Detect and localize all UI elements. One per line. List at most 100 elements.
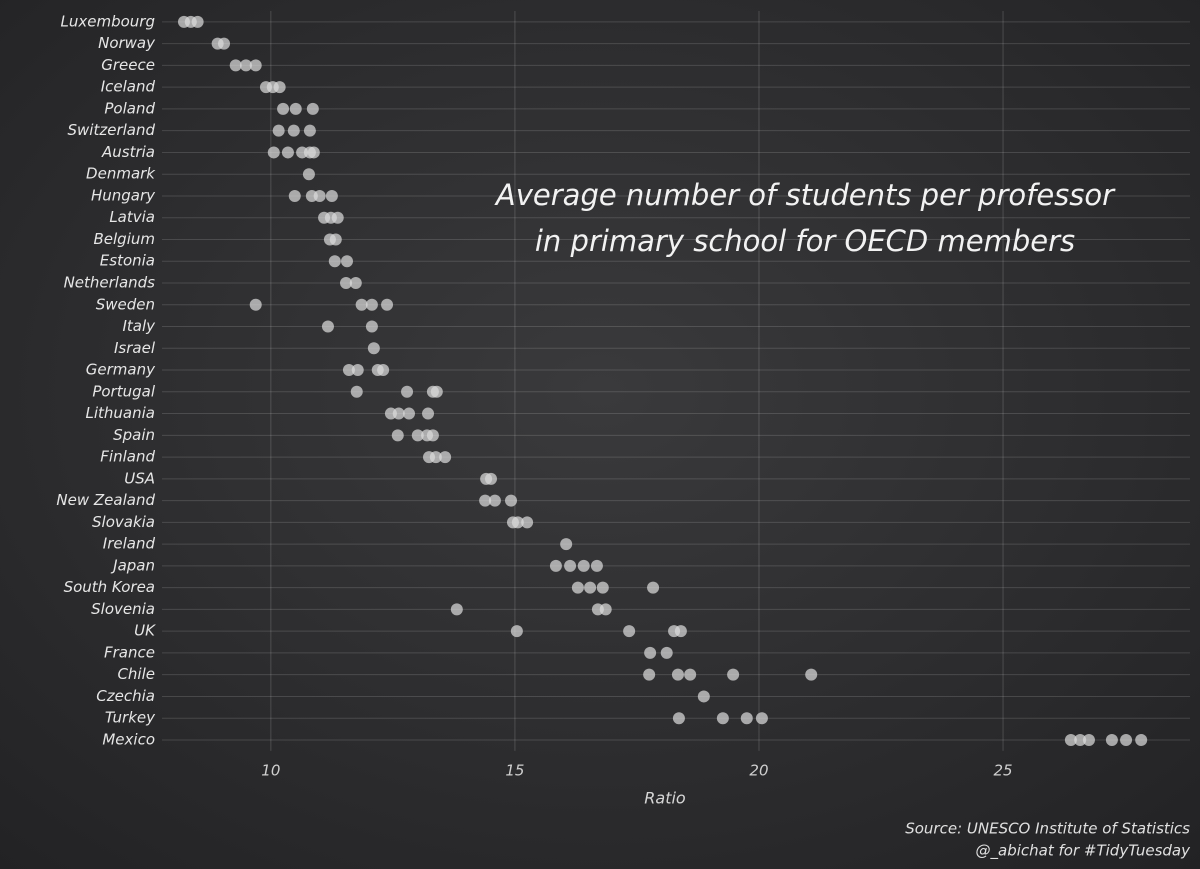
y-tick-label: Latvia — [109, 208, 155, 226]
dot — [401, 385, 414, 398]
y-tick-label: Turkey — [105, 709, 156, 727]
dot — [571, 581, 584, 594]
y-tick-label: Japan — [110, 556, 155, 574]
dot — [287, 124, 300, 137]
dot — [325, 189, 338, 202]
dot — [349, 277, 362, 289]
dot — [672, 712, 685, 725]
y-tick-label: Germany — [86, 361, 156, 379]
dot — [249, 298, 262, 311]
dot — [249, 59, 262, 72]
dot — [341, 255, 354, 268]
dot — [303, 124, 316, 137]
dot — [647, 581, 660, 594]
y-tick-label: France — [104, 643, 155, 661]
chart-title: Average number of students per professor — [494, 178, 1116, 212]
dot — [355, 298, 368, 311]
dot — [727, 668, 740, 681]
dot — [277, 102, 290, 115]
dot — [377, 364, 390, 377]
dot — [1105, 733, 1118, 746]
y-tick-label: Czechia — [96, 687, 155, 705]
caption: @_abichat for #TidyTuesday — [976, 842, 1192, 861]
dot — [321, 320, 334, 333]
y-tick-label: Chile — [117, 665, 155, 683]
dot — [716, 712, 729, 725]
x-tick-label: 20 — [749, 761, 768, 779]
dot — [479, 494, 492, 507]
dot — [1064, 733, 1077, 746]
dot — [340, 277, 353, 289]
y-tick-label: Italy — [122, 317, 156, 335]
dot — [302, 168, 315, 181]
dot — [367, 342, 380, 355]
y-tick-label: Estonia — [100, 252, 155, 270]
dot — [521, 516, 534, 529]
dot — [660, 646, 673, 659]
dot — [511, 516, 524, 529]
dot — [599, 603, 612, 616]
chart-title: in primary school for OECD members — [535, 224, 1075, 258]
y-tick-label: Finland — [100, 448, 155, 466]
y-tick-label: Luxembourg — [61, 12, 155, 30]
dot — [351, 364, 364, 377]
y-tick-label: UK — [134, 622, 156, 640]
dot — [426, 429, 439, 442]
y-tick-label: Spain — [113, 426, 155, 444]
y-tick-label: Belgium — [94, 230, 156, 248]
y-tick-label: Ireland — [103, 535, 156, 553]
dot — [577, 559, 590, 572]
dot — [191, 15, 204, 28]
dot — [217, 37, 230, 50]
y-tick-label: Denmark — [86, 165, 156, 183]
dot — [342, 364, 355, 377]
dot — [267, 146, 280, 159]
dot — [229, 59, 242, 72]
dot — [429, 451, 442, 464]
dot — [560, 538, 573, 551]
dot — [313, 189, 326, 202]
y-tick-label: Lithuania — [86, 404, 155, 422]
dot — [381, 298, 394, 311]
y-tick-label: Netherlands — [64, 274, 156, 292]
y-tick-label: Sweden — [96, 295, 155, 313]
dot — [331, 211, 344, 224]
dot — [350, 385, 363, 398]
dot — [584, 581, 597, 594]
dot — [488, 494, 501, 507]
dot — [392, 407, 405, 420]
dot — [684, 668, 697, 681]
caption: Source: UNESCO Institute of Statistics — [905, 820, 1190, 838]
dot — [430, 385, 443, 398]
dot — [564, 559, 577, 572]
y-tick-label: New Zealand — [56, 491, 155, 509]
dot — [596, 581, 609, 594]
y-tick-label: Iceland — [101, 78, 156, 96]
marks — [177, 15, 1148, 746]
dot — [644, 646, 657, 659]
y-tick-label: Israel — [114, 339, 156, 357]
y-tick-label: Mexico — [102, 730, 155, 748]
dot — [411, 429, 424, 442]
dot — [239, 59, 252, 72]
dot — [674, 625, 687, 638]
x-tick-label: 15 — [505, 761, 524, 779]
x-tick-label: 25 — [993, 761, 1012, 779]
dot — [329, 233, 342, 246]
y-tick-label: Greece — [101, 56, 155, 74]
x-axis-title: Ratio — [644, 789, 686, 808]
dot — [643, 668, 656, 681]
dot — [1120, 733, 1133, 746]
dot — [422, 407, 435, 420]
dot — [740, 712, 753, 725]
dot — [273, 81, 286, 94]
dot — [1074, 733, 1087, 746]
dot — [450, 603, 463, 616]
dot — [755, 712, 768, 725]
dot — [805, 668, 818, 681]
y-tick-label: USA — [124, 469, 155, 487]
y-tick-label: South Korea — [64, 578, 155, 596]
dot — [307, 146, 320, 159]
